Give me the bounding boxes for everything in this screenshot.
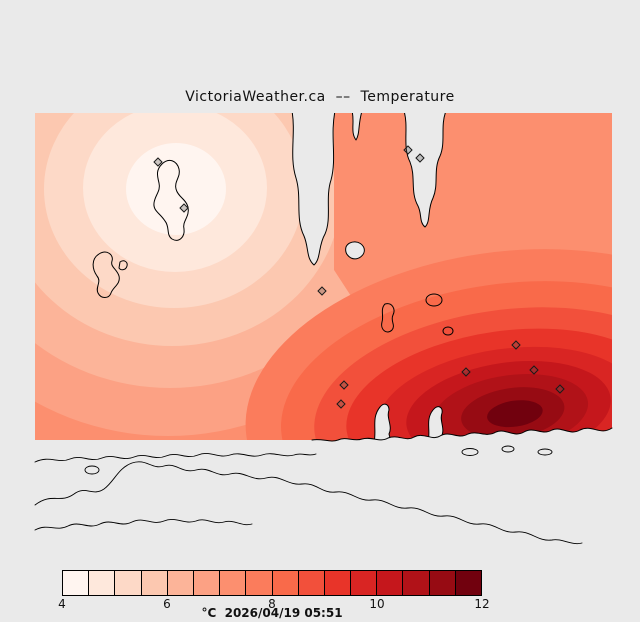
lake-outlines — [381, 293, 454, 336]
station-marker-diamond — [179, 203, 189, 213]
temperature-field — [35, 113, 612, 441]
colorbar-cell — [114, 571, 141, 595]
harbour-inlet-east — [427, 406, 444, 441]
inlet-channel-west — [291, 113, 336, 266]
cool-anomaly-bands — [35, 113, 360, 436]
colorbar-cell — [271, 571, 298, 595]
station-marker-diamond — [415, 153, 425, 163]
colorbar-tick-label: 12 — [474, 597, 490, 611]
island-chain — [153, 159, 189, 241]
strait-island — [501, 445, 515, 453]
strait-island — [84, 465, 100, 475]
colorbar-cell — [454, 571, 481, 595]
inlet-channel-east — [403, 113, 447, 228]
station-marker-diamond — [317, 286, 327, 296]
south-coastline — [311, 427, 613, 442]
colorbar-ticks: 4 6 8 10 12 — [58, 597, 489, 611]
colorbar-cell — [297, 571, 324, 595]
water-channels — [291, 113, 447, 441]
lake-small — [442, 326, 454, 336]
lake-elongated — [381, 303, 395, 333]
station-markers — [153, 145, 565, 409]
colorbar-cell — [219, 571, 246, 595]
lake-round — [425, 293, 443, 307]
colorbar-cell — [192, 571, 220, 595]
island-outlines — [92, 159, 189, 298]
colorbar-cell — [166, 571, 193, 595]
colorbar-tick-label: 10 — [369, 597, 385, 611]
colorbar-cell — [63, 571, 89, 595]
colorbar-cell — [140, 571, 167, 595]
small-notch — [351, 113, 363, 141]
colorbar — [62, 570, 482, 596]
station-marker-diamond — [461, 367, 471, 377]
colorbar-cell — [376, 571, 403, 595]
station-marker-diamond — [529, 365, 539, 375]
colorbar-cell — [323, 571, 351, 595]
islet — [118, 260, 128, 271]
station-marker-diamond — [339, 380, 349, 390]
map-title: VictoriaWeather.ca –– Temperature — [185, 89, 455, 105]
colorbar-cell — [350, 571, 377, 595]
colorbar-cell — [402, 571, 429, 595]
colorbar-cell — [245, 571, 272, 595]
colorbar-caption: °C 2026/04/19 05:51 — [201, 606, 343, 620]
harbour-inlet-west — [373, 403, 392, 441]
near-shoreline — [34, 453, 317, 463]
colorbar-cell — [428, 571, 455, 595]
station-marker-diamond — [336, 399, 346, 409]
colorbar-tick-label: 8 — [268, 597, 276, 611]
colorbar-cell — [88, 571, 115, 595]
inner-coastline — [34, 519, 253, 531]
station-marker-diamond — [555, 384, 565, 394]
offshore-coastlines — [34, 445, 583, 545]
island-group-west — [92, 251, 120, 298]
station-marker-diamond — [403, 145, 413, 155]
colorbar-tick-label: 4 — [58, 597, 66, 611]
station-marker-diamond — [511, 340, 521, 350]
colorbar-tick-label: 6 — [163, 597, 171, 611]
strait-island — [537, 448, 553, 456]
strait-island — [461, 448, 479, 456]
small-bay — [345, 241, 365, 260]
station-marker-diamond — [153, 157, 163, 167]
far-coastline — [34, 461, 583, 545]
